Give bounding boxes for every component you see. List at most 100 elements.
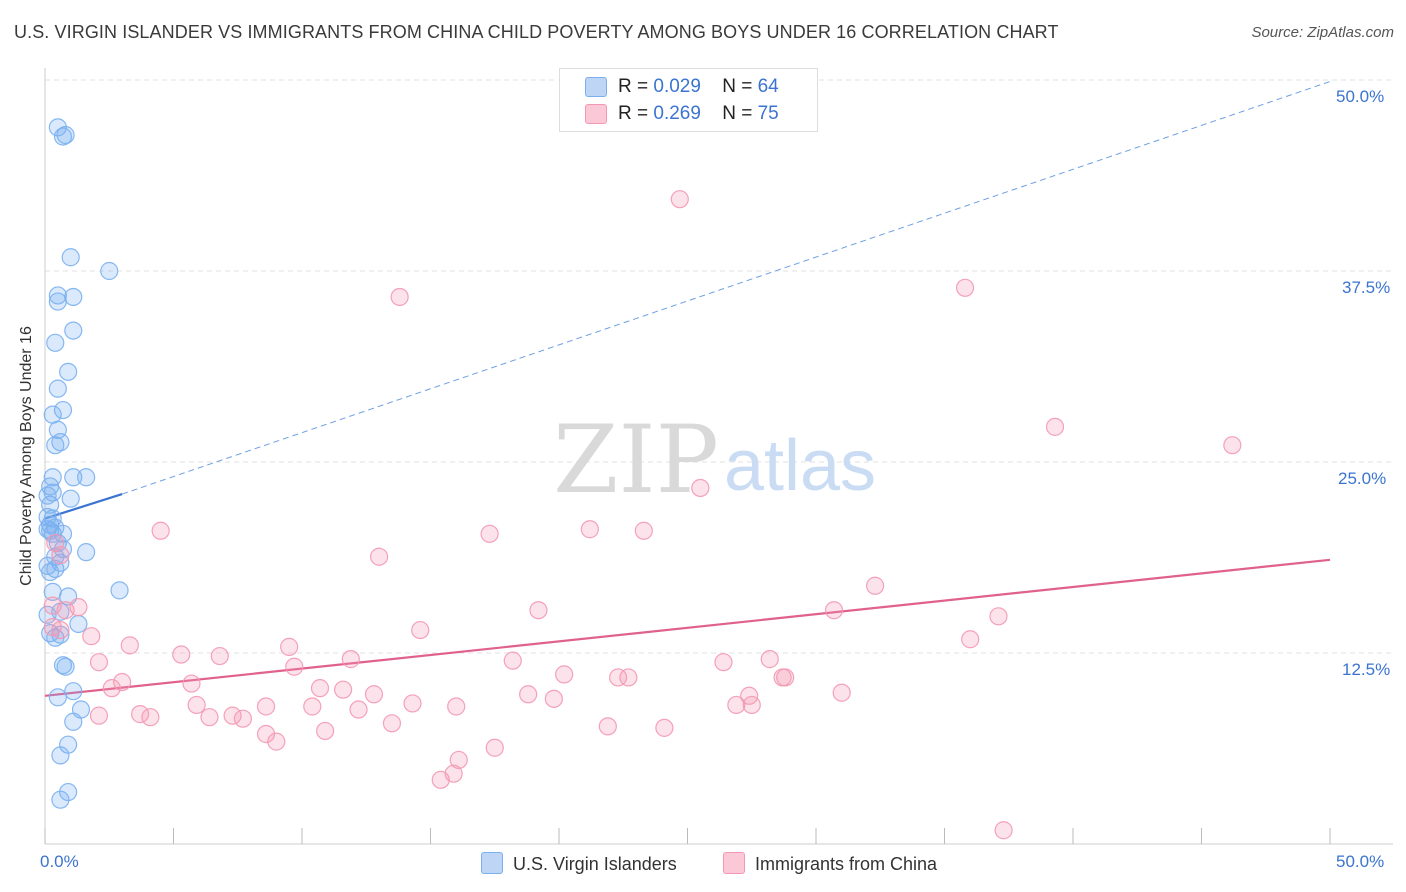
data-point [285, 657, 304, 676]
data-point [403, 694, 422, 713]
data-point [69, 614, 88, 634]
data-point [43, 405, 62, 424]
data-point [310, 679, 330, 698]
legend-row-virgin-islanders: R = 0.029 N = 64 [585, 76, 779, 98]
data-point [56, 125, 75, 145]
data-point [670, 190, 689, 209]
data-point [112, 672, 132, 692]
data-point [370, 547, 389, 566]
data-point [519, 685, 538, 704]
data-point [64, 712, 83, 731]
data-point [102, 679, 121, 698]
legend-r-value: 0.269 [653, 103, 701, 124]
legend-r-value: 0.029 [653, 76, 701, 97]
data-point [61, 248, 80, 267]
data-point [100, 261, 119, 281]
data-point [776, 668, 795, 687]
data-point [256, 724, 276, 744]
data-point [77, 543, 96, 562]
legend-item-virgin-islanders: U.S. Virgin Islanders [481, 852, 677, 875]
source-label: Source: ZipAtlas.com [1251, 24, 1394, 41]
data-point [341, 650, 360, 669]
data-point [961, 630, 980, 649]
trend-lines [44, 81, 1331, 697]
data-point [447, 697, 466, 716]
data-point [598, 717, 617, 736]
trend-line-solid [44, 558, 1331, 697]
data-point [48, 688, 67, 707]
data-points [38, 118, 1242, 840]
y-tick-label: 25.0% [1338, 469, 1387, 488]
axes [44, 68, 1393, 845]
data-point [210, 646, 229, 666]
data-point [655, 718, 674, 737]
data-point [61, 489, 80, 508]
data-point [544, 689, 563, 708]
data-point [1223, 436, 1242, 455]
data-point [634, 521, 653, 540]
data-point [43, 617, 62, 637]
data-point [48, 286, 67, 305]
data-point [485, 738, 504, 757]
watermark-zip: ZIP [553, 406, 719, 515]
data-point [364, 685, 384, 704]
data-point [110, 581, 129, 600]
data-point [619, 668, 638, 687]
legend-swatch-pink [585, 104, 607, 124]
legend-n-label: N = [722, 103, 753, 124]
data-point [691, 478, 710, 498]
data-point [390, 287, 409, 307]
chart-title: U.S. VIRGIN ISLANDER VS IMMIGRANTS FROM … [14, 22, 1059, 42]
data-point [1045, 417, 1065, 436]
legend-swatch-blue [585, 77, 607, 97]
data-point [182, 674, 201, 693]
y-tick-label: 50.0% [1336, 87, 1385, 106]
watermark-atlas: atlas [724, 426, 876, 506]
data-point [41, 562, 60, 582]
data-point [56, 601, 75, 620]
data-point [233, 709, 252, 728]
data-point [480, 524, 499, 543]
data-point [46, 559, 65, 579]
data-point [529, 601, 548, 620]
data-point [130, 705, 150, 724]
data-point [714, 653, 733, 672]
data-point [82, 627, 101, 646]
data-point [382, 714, 402, 733]
data-point [727, 695, 746, 715]
legend-n-value: 64 [757, 76, 779, 97]
trend-line-solid [44, 493, 123, 520]
legend-swatch-blue [481, 852, 503, 874]
data-point [64, 682, 83, 701]
data-point [120, 636, 139, 655]
x-tick-label: 0.0% [40, 852, 79, 871]
data-point [89, 653, 109, 672]
data-point [303, 697, 322, 716]
trend-line-dashed [121, 81, 1331, 495]
data-point [760, 650, 779, 669]
data-point [989, 607, 1008, 626]
data-point [555, 665, 574, 684]
data-point [48, 292, 67, 311]
data-point [51, 433, 70, 452]
data-point [866, 576, 885, 595]
data-point [580, 520, 599, 539]
legend-item-china: Immigrants from China [723, 852, 937, 875]
legend-swatch-pink [723, 852, 745, 874]
data-point [316, 721, 335, 741]
data-point [59, 782, 78, 802]
legend-label: Immigrants from China [755, 854, 938, 874]
legend-label: U.S. Virgin Islanders [513, 854, 677, 874]
data-point [994, 821, 1013, 840]
x-tick-label: 50.0% [1336, 852, 1385, 871]
data-point [609, 668, 628, 687]
data-point [223, 706, 242, 725]
data-point [832, 683, 851, 702]
data-point [334, 680, 353, 699]
data-point [51, 746, 70, 765]
data-point [411, 620, 430, 640]
data-point [742, 695, 761, 715]
data-point [955, 278, 975, 297]
data-point [89, 706, 109, 725]
data-point [200, 708, 219, 727]
